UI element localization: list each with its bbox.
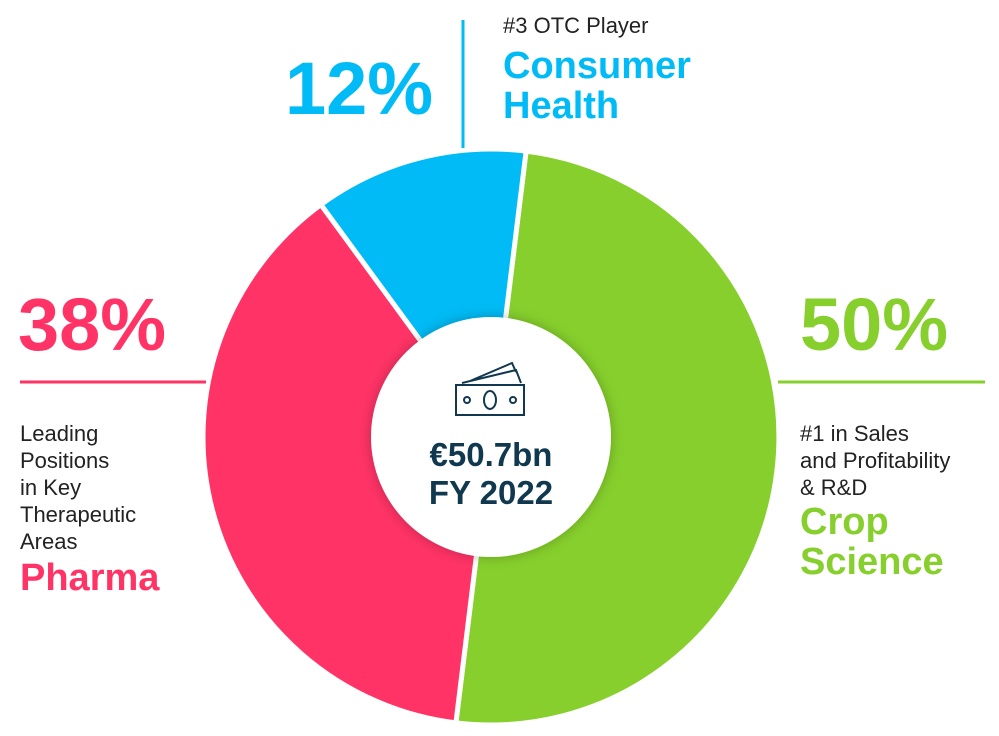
description-line: & R&D <box>800 475 868 500</box>
money-icon <box>455 361 525 416</box>
center-text: FY 2022 <box>428 474 554 511</box>
description-line: Therapeutic <box>20 502 137 527</box>
center-circle <box>371 317 611 557</box>
description-line: #1 in Sales <box>800 421 909 446</box>
description-line: in Key <box>20 475 82 500</box>
wedge <box>453 148 781 728</box>
description-line: and Profitability <box>800 448 951 473</box>
category-label: Pharma <box>20 557 160 599</box>
category-label: Consumer Health <box>503 45 691 127</box>
description-line: Positions <box>20 448 110 473</box>
description-line: Areas <box>20 529 78 554</box>
description-line: Leading <box>20 421 99 446</box>
description-line: #3 OTC Player <box>503 13 649 38</box>
category-label: Crop Science <box>800 501 944 583</box>
value-label: 38% <box>18 283 167 366</box>
value-label: 12% <box>285 47 434 130</box>
value-label: 50% <box>800 283 949 366</box>
description: Leading Positions in Key Therapeutic Areas <box>20 420 136 555</box>
center-text: €50.7bn <box>429 436 553 473</box>
description: #1 in Sales and Profitability & R&D <box>800 420 950 501</box>
wedge <box>200 201 494 726</box>
description: #3 OTC Player <box>503 12 649 39</box>
